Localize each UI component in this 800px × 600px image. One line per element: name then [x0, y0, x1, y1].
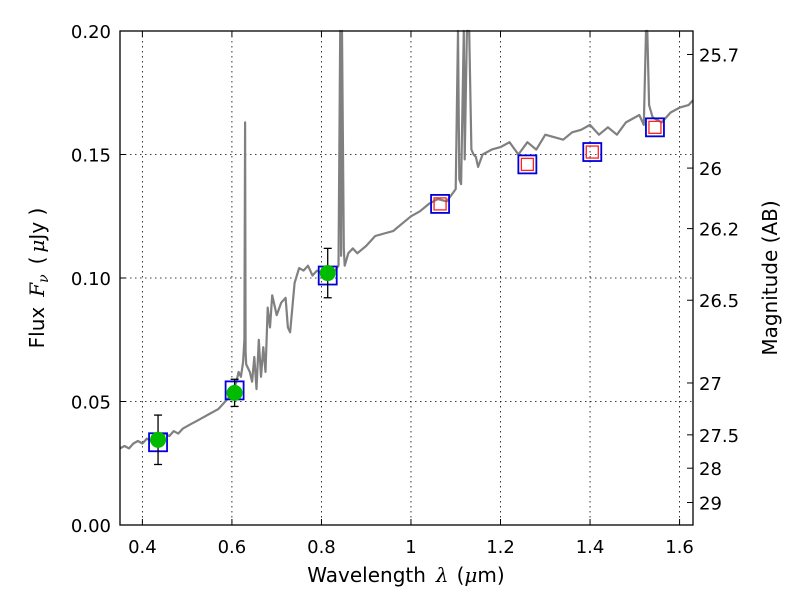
x-tick-label: 0.4 — [128, 537, 157, 558]
x-tick-label: 0.8 — [307, 537, 336, 558]
model-photometry-square — [517, 154, 538, 175]
y-tick-label: 0.20 — [71, 22, 111, 43]
predicted-square — [433, 197, 447, 211]
x-axis-title: Wavelength λ (μm) — [307, 563, 504, 587]
observed-point — [226, 384, 243, 401]
magnitude-tick-label: 26 — [699, 159, 722, 180]
predicted-square — [585, 145, 599, 159]
predicted-square — [520, 157, 535, 172]
y-tick-label: 0.00 — [71, 516, 111, 537]
x-tick-label: 1.4 — [576, 537, 605, 558]
ticks: 0.4 0.6 0.8 1 1.2 1.4 1.6 0.00 0.05 0.10 0.15 0.20 2… — [71, 22, 739, 558]
photometry-markers — [148, 117, 665, 466]
x-tick-label: 1.2 — [486, 537, 515, 558]
model-photometry-square — [582, 142, 603, 162]
y-tick-label: 0.10 — [71, 269, 111, 290]
observed-point — [319, 265, 336, 282]
magnitude-tick-label: 27.5 — [699, 426, 739, 447]
y-tick-label: 0.15 — [71, 146, 111, 167]
y-axis-title-right: Magnitude (AB) — [758, 200, 782, 355]
observed-point — [150, 431, 167, 448]
magnitude-tick-label: 26.5 — [699, 291, 739, 312]
magnitude-tick-label: 29 — [699, 494, 722, 515]
x-tick-label: 1.6 — [665, 537, 694, 558]
x-tick-label: 0.6 — [218, 537, 247, 558]
model-photometry-square — [430, 193, 450, 214]
y-tick-label: 0.05 — [71, 393, 111, 414]
model-photometry-square — [645, 117, 665, 138]
magnitude-tick-label: 25.7 — [699, 45, 739, 66]
predicted-square — [648, 120, 662, 134]
magnitude-tick-label: 26.2 — [699, 220, 739, 241]
magnitude-tick-label: 28 — [699, 459, 722, 480]
y-axis-title-left: FluxFν(μJy ) — [25, 208, 52, 349]
x-tick-label: 1 — [405, 537, 416, 558]
magnitude-tick-label: 27 — [699, 374, 722, 395]
